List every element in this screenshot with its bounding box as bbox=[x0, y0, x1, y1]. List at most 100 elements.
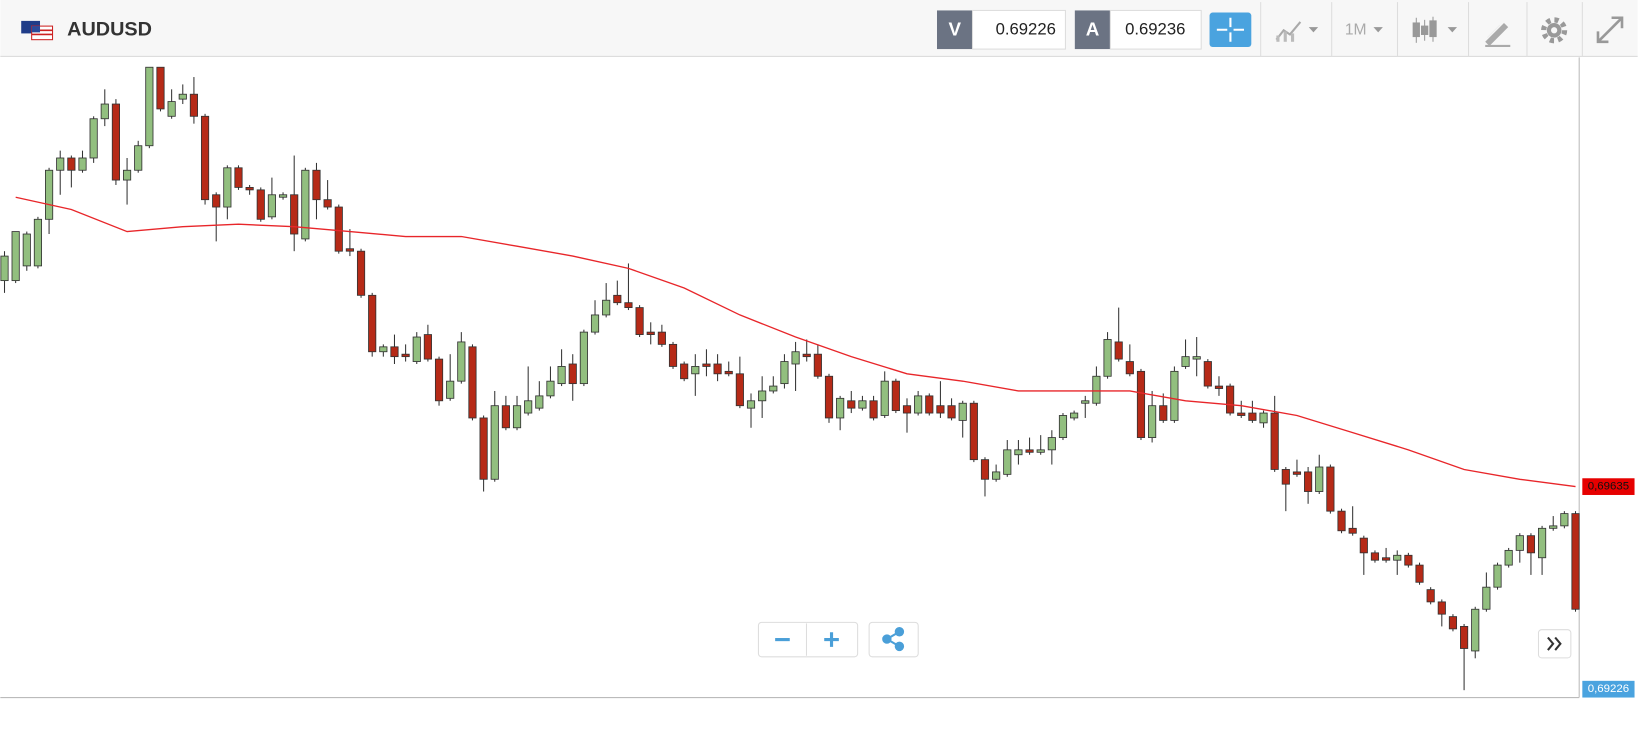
sell-label-box[interactable] bbox=[936, 10, 973, 50]
candle-body-up bbox=[1148, 405, 1157, 438]
sell-price[interactable]: 0.69226 bbox=[996, 20, 1056, 39]
candle-body-up bbox=[1504, 549, 1513, 566]
candle-body-down bbox=[624, 302, 633, 309]
candle-body-down bbox=[1571, 513, 1580, 610]
candle-body-down bbox=[1270, 412, 1279, 470]
candle-body-up bbox=[535, 395, 544, 409]
axis-labels: 0,69635 0,69226 bbox=[1582, 478, 1635, 698]
candle-body-up bbox=[1036, 449, 1045, 453]
symbol: AUDUSD bbox=[67, 19, 152, 41]
candle-body-up bbox=[1170, 370, 1179, 421]
timeframe-button[interactable]: 1M bbox=[1345, 21, 1383, 38]
candle-body-down bbox=[702, 363, 711, 367]
settings-button[interactable] bbox=[1541, 17, 1568, 44]
candle-body-down bbox=[646, 331, 655, 335]
candle-body-up bbox=[1393, 554, 1402, 561]
candle-body-down bbox=[635, 307, 644, 335]
candle-body-up bbox=[524, 400, 533, 414]
sell-price-box[interactable] bbox=[971, 9, 1066, 50]
candle-body-down bbox=[1460, 625, 1469, 649]
candle-body-down bbox=[724, 370, 733, 375]
candle-body-down bbox=[1159, 405, 1168, 421]
candle-body-down bbox=[334, 206, 343, 252]
candle-body-up bbox=[1315, 466, 1324, 492]
zoom-controls bbox=[757, 621, 1572, 659]
candle-body-down bbox=[613, 294, 622, 304]
candle-body-down bbox=[1125, 361, 1134, 375]
candle-body-up bbox=[178, 93, 187, 100]
candle-body-down bbox=[1370, 552, 1380, 561]
candle-body-up bbox=[1192, 356, 1201, 360]
candle-body-up bbox=[267, 194, 276, 218]
buy-price[interactable]: 0.69236 bbox=[1125, 20, 1185, 39]
price-badge bbox=[1582, 680, 1635, 698]
candle-body-up bbox=[301, 169, 310, 240]
candle-body-down bbox=[423, 334, 432, 360]
candle-body-up bbox=[134, 145, 143, 171]
candle-body-down bbox=[1203, 361, 1212, 387]
candle-body-down bbox=[735, 373, 744, 407]
candle-body-down bbox=[434, 358, 444, 402]
candle-body-down bbox=[468, 346, 477, 419]
candle-body-up bbox=[89, 118, 98, 159]
candle-body-up bbox=[1047, 437, 1056, 451]
sell-label[interactable]: V bbox=[948, 18, 961, 39]
candle-body-up bbox=[691, 366, 700, 375]
candle-body-down bbox=[1304, 471, 1313, 492]
candle-body-down bbox=[1248, 412, 1257, 421]
chart-type-button[interactable] bbox=[1275, 21, 1319, 42]
scroll-to-end-icon[interactable] bbox=[1547, 636, 1562, 651]
candle-body-up bbox=[1493, 564, 1502, 588]
candle-body-down bbox=[1136, 370, 1146, 438]
candle-body-down bbox=[356, 250, 366, 296]
crosshair-button[interactable] bbox=[1209, 12, 1252, 47]
candle-body-up bbox=[914, 395, 923, 414]
share-icon[interactable] bbox=[882, 627, 905, 652]
candle-body-up bbox=[579, 331, 588, 385]
candle-body-up bbox=[1014, 449, 1023, 456]
buy-price-box[interactable] bbox=[1109, 9, 1202, 50]
dropdown-caret[interactable] bbox=[1373, 27, 1383, 33]
candle-body-up bbox=[1515, 535, 1524, 551]
scroll-to-end-button[interactable] bbox=[1537, 629, 1572, 659]
candle-body-down bbox=[312, 169, 321, 201]
drawing-tools-button[interactable] bbox=[1485, 22, 1511, 47]
timeframe[interactable]: 1M bbox=[1345, 21, 1367, 38]
candle-body-up bbox=[1081, 400, 1090, 404]
candle-body-up bbox=[1058, 415, 1068, 438]
candle-body-up bbox=[1549, 525, 1558, 529]
candle-body-down bbox=[345, 248, 354, 252]
candle-body-up bbox=[858, 400, 867, 409]
candle-body-up bbox=[78, 157, 87, 171]
candle-body-down bbox=[1292, 471, 1302, 475]
candle-body-down bbox=[1359, 537, 1368, 554]
candle-body-down bbox=[401, 353, 410, 358]
candle-body-down bbox=[657, 331, 666, 345]
candle-style-button[interactable] bbox=[1412, 16, 1458, 43]
candle-body-up bbox=[490, 405, 499, 480]
candle-body-down bbox=[980, 459, 990, 480]
candle-body-up bbox=[791, 351, 800, 365]
candle-body-down bbox=[200, 115, 210, 201]
candle-body-up bbox=[1103, 339, 1112, 377]
candle-body-down bbox=[290, 194, 299, 235]
buy-label-box[interactable] bbox=[1074, 10, 1111, 50]
fullscreen-button[interactable] bbox=[1596, 16, 1624, 44]
candle-body-down bbox=[256, 189, 265, 220]
candle-body-up bbox=[122, 169, 132, 181]
candle-body-up bbox=[45, 169, 54, 220]
buy-button[interactable]: A 0.69236 bbox=[1074, 9, 1202, 50]
candle-body-down bbox=[1326, 466, 1335, 512]
candle-body-down bbox=[1281, 469, 1290, 485]
candle-body-up bbox=[1181, 356, 1190, 367]
zoom-in-button[interactable] bbox=[824, 632, 839, 647]
candle-body-down bbox=[936, 405, 945, 414]
buy-label[interactable]: A bbox=[1086, 18, 1100, 39]
candle-body-down bbox=[680, 363, 689, 380]
share-button[interactable] bbox=[868, 621, 919, 658]
candle-body-down bbox=[368, 294, 377, 353]
candle-body-up bbox=[56, 157, 65, 171]
sell-button[interactable]: V 0.69226 bbox=[936, 9, 1066, 50]
ma-value-label: 0,69635 bbox=[1588, 481, 1629, 493]
candle-body-up bbox=[1092, 375, 1101, 404]
